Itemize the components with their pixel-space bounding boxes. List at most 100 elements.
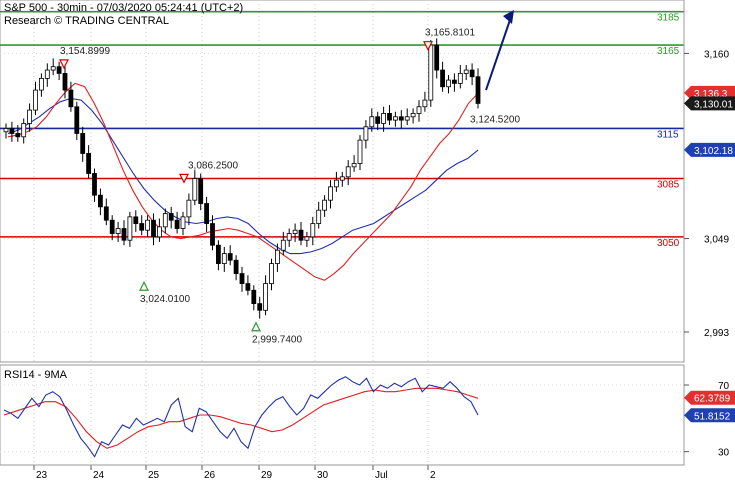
annotation-label: 3,124.5200 <box>470 115 520 126</box>
candle-body <box>369 116 375 128</box>
candle-body <box>387 113 392 121</box>
price-badges: 3,136.33,130.01 3,102.18 <box>684 85 735 157</box>
candle-body <box>133 216 139 224</box>
candle-body <box>280 239 286 251</box>
candle-body <box>410 113 416 118</box>
level-label: 3185 <box>657 13 680 24</box>
candle-body <box>475 76 481 104</box>
arrow-head <box>503 10 514 25</box>
candle-body <box>422 99 428 108</box>
low-marker <box>251 321 261 332</box>
candle-body <box>451 79 457 84</box>
candle-body <box>463 69 469 74</box>
candle-body <box>351 163 357 168</box>
low-marker <box>139 280 149 291</box>
candle-body <box>274 249 280 264</box>
candle-body <box>233 259 239 274</box>
rsi-grid <box>0 365 684 465</box>
high-marker <box>59 59 69 70</box>
price-badge-label: 3,136.3 <box>694 89 728 100</box>
candle-body <box>39 78 44 91</box>
x-tick-label: 30 <box>317 470 329 480</box>
ma-fast-line <box>7 82 479 281</box>
y-tick-label: 70 <box>718 381 730 392</box>
candle-body <box>239 273 245 284</box>
candle-body <box>416 106 422 114</box>
candle-body <box>446 79 451 88</box>
rsi-badge <box>684 408 735 423</box>
candle-body <box>221 253 227 264</box>
price-panel: 3185 3165 3115 3085 3050 3,154.8999 3,086.250… <box>0 0 685 363</box>
candle-body <box>434 44 440 71</box>
candle-body <box>204 203 210 224</box>
forecast-arrow <box>485 10 514 91</box>
rsi-panel: RSI14 - 9MA <box>0 364 685 466</box>
rsi-badge <box>684 390 735 405</box>
candle-body <box>74 106 80 134</box>
candle-body <box>9 128 15 134</box>
candle-body <box>263 283 269 311</box>
y-tick-label: 3,160 <box>704 49 729 60</box>
candles <box>3 38 481 319</box>
candle-body <box>269 263 274 284</box>
candle-body <box>15 133 21 138</box>
rsi-ma-line <box>3 387 479 449</box>
level-label: 3165 <box>657 46 680 57</box>
x-tick-label: 26 <box>204 470 216 480</box>
candle-body <box>333 179 339 188</box>
price-badge-label: 3,102.18 <box>694 146 733 157</box>
level-label: 3085 <box>657 179 680 190</box>
candle-body <box>316 209 322 224</box>
candle-body <box>210 223 215 246</box>
chart-title: S&P 500 - 30min - 07/03/2020 05:24:41 (U… <box>4 2 243 14</box>
candle-body <box>50 66 56 71</box>
x-tick-label: 2 <box>430 470 436 480</box>
candle-body <box>292 229 298 234</box>
candle-body <box>92 173 97 196</box>
x-tick-label: 25 <box>148 470 160 480</box>
level-label: 3050 <box>657 238 680 249</box>
candle-body <box>127 216 133 241</box>
x-tick-label: Jul <box>375 470 388 480</box>
y-tick-label: 3,049 <box>704 235 729 246</box>
chart-subtitle: Research © TRADING CENTRAL <box>4 15 169 27</box>
candle-body <box>339 176 345 181</box>
ma-slow-line <box>7 97 479 255</box>
y-tick-label: 30 <box>718 448 730 459</box>
candle-body <box>186 199 192 218</box>
candle-body <box>357 139 363 164</box>
candle-body <box>109 219 115 234</box>
candle-body <box>21 123 27 138</box>
price-badge <box>684 96 735 111</box>
candle-body <box>156 226 162 238</box>
candle-body <box>304 236 310 241</box>
candle-body <box>180 216 186 229</box>
candle-body <box>145 219 151 231</box>
candle-body <box>345 166 351 178</box>
candle-body <box>440 69 446 88</box>
candle-body <box>251 289 257 305</box>
candle-body <box>121 228 127 241</box>
annotation-label: 3,086.2500 <box>188 160 238 171</box>
candle-body <box>286 233 292 241</box>
x-tick-label: 24 <box>93 470 105 480</box>
y-tick-label: 2,993 <box>704 328 729 339</box>
candle-body <box>198 178 204 204</box>
candle-body <box>56 66 62 74</box>
candle-body <box>174 219 180 229</box>
candle-body <box>298 229 304 241</box>
candle-body <box>115 228 121 234</box>
candle-body <box>162 213 168 228</box>
candle-body <box>33 89 38 111</box>
arrow-shaft <box>485 16 512 91</box>
candle-body <box>168 213 174 221</box>
candle-body <box>398 116 404 121</box>
candle-body <box>328 186 333 201</box>
candle-body <box>44 69 50 79</box>
rsi-axis: 70 30 <box>683 365 730 465</box>
candle-body <box>245 283 251 291</box>
annotation-label: 2,999.7400 <box>252 335 302 346</box>
high-marker <box>179 173 189 184</box>
x-tick-label: 29 <box>261 470 273 480</box>
